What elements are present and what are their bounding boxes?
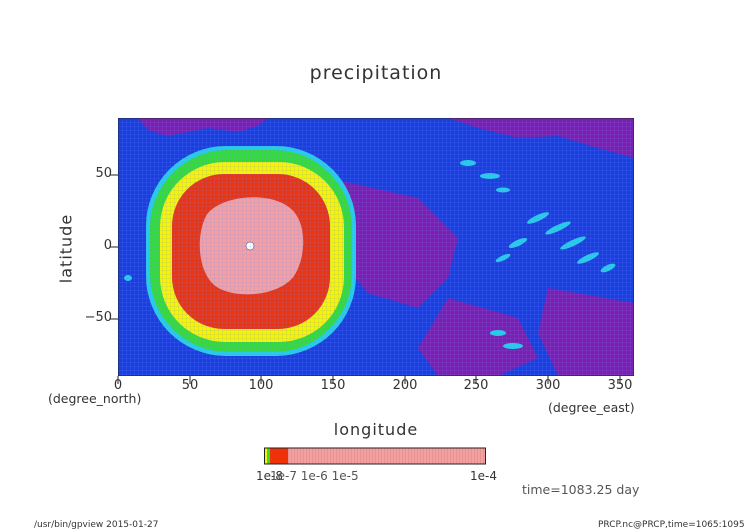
x-axis-unit: (degree_east)	[548, 400, 635, 415]
x-tick-label: 350	[607, 378, 633, 393]
heatmap-plot	[118, 118, 634, 376]
footer-left: /usr/bin/gpview 2015-01-27	[34, 520, 159, 530]
y-axis-unit: (degree_north)	[48, 391, 142, 406]
footer-right: PRCP.nc@PRCP,time=1065:1095	[598, 520, 745, 530]
x-tick-label: 200	[392, 378, 418, 393]
x-tick-label: 300	[535, 378, 561, 393]
x-tick-label: 50	[181, 378, 199, 393]
x-axis-label: longitude	[333, 420, 419, 439]
y-tick-label: 50	[95, 166, 112, 181]
y-tick-label: 0	[103, 238, 112, 253]
x-tick-label: 150	[320, 378, 346, 393]
colorbar-left-label: 1e-8	[256, 469, 283, 483]
colorbar-right-label: 1e-4	[470, 469, 497, 483]
time-annotation: time=1083.25 day	[522, 482, 640, 497]
y-axis-label: latitude	[56, 213, 76, 284]
colorbar-overlap-labels: 1e-7 1e-6 1e-5	[270, 469, 359, 483]
colorbar	[264, 447, 486, 465]
y-tick-label: −50	[84, 310, 112, 325]
chart-title: precipitation	[309, 62, 443, 84]
x-tick-label: 0	[113, 378, 123, 393]
y-axis-label-wrap: latitude	[56, 214, 76, 285]
axis-ticks	[110, 174, 621, 384]
x-tick-label: 100	[248, 378, 274, 393]
x-tick-label: 250	[463, 378, 489, 393]
